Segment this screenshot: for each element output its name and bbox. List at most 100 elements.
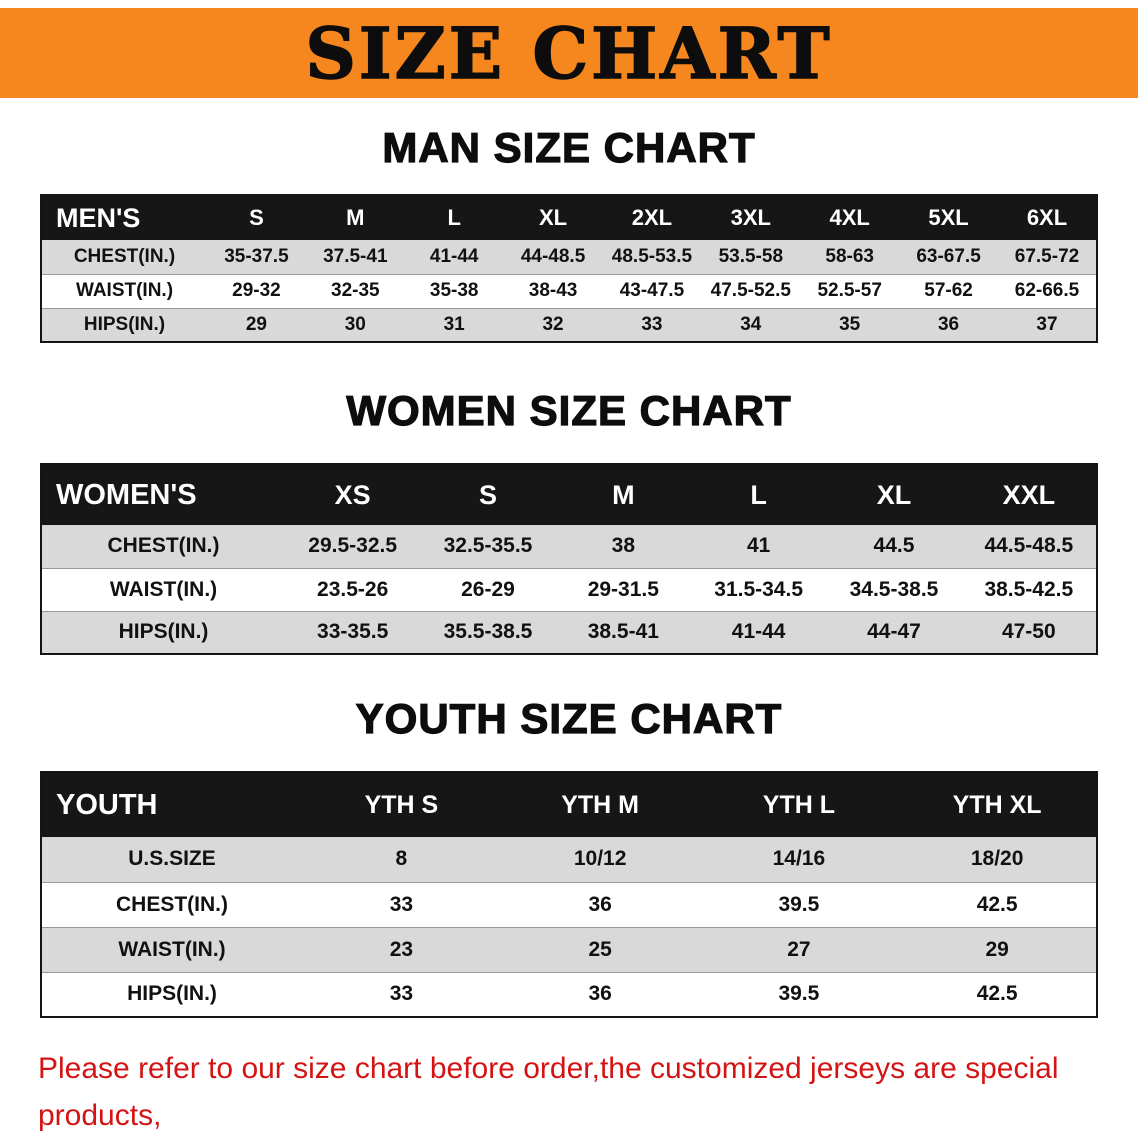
size-value-cell: 44-47 <box>867 620 921 644</box>
table-row: HIPS(IN.) 33-35.5 35.5-38.5 38.5-41 41-44 44-… <box>41 611 1097 654</box>
size-value-cell: 32-35 <box>331 280 380 301</box>
size-value-cell: 41 <box>746 534 771 558</box>
size-value-cell: 43-47.5 <box>619 280 685 301</box>
row-label: CHEST(IN.) <box>107 534 220 558</box>
size-value-cell: 36 <box>588 892 612 916</box>
size-column-header: XL <box>503 195 603 240</box>
table-header-row: WOMEN'S XS S M L XL XXL <box>41 464 1097 525</box>
size-column-header: 6XL <box>998 195 1097 240</box>
table-header-row: YOUTH YTH S YTH M YTH L YTH XL <box>41 772 1097 837</box>
size-value-cell: 25 <box>588 937 612 961</box>
size-value-cell: 34.5-38.5 <box>849 577 939 601</box>
size-value-cell: 47.5-52.5 <box>710 280 791 301</box>
size-value-cell: 33 <box>641 313 663 335</box>
size-value-cell: 32 <box>542 313 564 335</box>
size-value-cell: 42.5 <box>976 892 1018 916</box>
size-value-cell: 44-48.5 <box>520 245 586 267</box>
size-column-header: M <box>555 464 691 525</box>
size-column-header: XS <box>285 464 421 525</box>
size-value-cell: 29 <box>985 937 1009 961</box>
row-label: CHEST(IN.) <box>116 892 228 916</box>
row-label: WAIST(IN.) <box>75 280 174 301</box>
size-value-cell: 34 <box>740 313 762 335</box>
size-value-cell: 33-35.5 <box>317 620 389 644</box>
size-value-cell: 38-43 <box>528 280 578 301</box>
youth-size-section: YOUTH SIZE CHART YOUTH YTH S YTH M YTH L YTH… <box>0 655 1138 1018</box>
size-value-cell: 8 <box>395 847 408 871</box>
size-column-header: 5XL <box>899 195 998 240</box>
size-value-cell: 23 <box>389 937 414 961</box>
size-value-cell: 32.5-35.5 <box>443 534 533 558</box>
table-row: HIPS(IN.) 33 36 39.5 42.5 <box>41 972 1097 1017</box>
size-value-cell: 62-66.5 <box>1014 280 1080 301</box>
size-value-cell: 58-63 <box>825 245 874 267</box>
size-column-header: XXL <box>961 464 1097 525</box>
size-value-cell: 31 <box>443 313 465 335</box>
row-label: HIPS(IN.) <box>83 313 166 335</box>
size-column-header: 2XL <box>602 195 702 240</box>
size-value-cell: 30 <box>344 313 366 335</box>
man-size-section: MAN SIZE CHART MEN'S S M L XL 2XL 3XL 4XL 5XL 6XL… <box>0 98 1138 343</box>
women-size-heading: WOMEN SIZE CHART <box>346 386 792 434</box>
size-value-cell: 47-50 <box>1001 620 1056 644</box>
size-value-cell: 35-37.5 <box>224 245 289 267</box>
size-value-cell: 39.5 <box>778 982 820 1006</box>
men-size-table: MEN'S S M L XL 2XL 3XL 4XL 5XL 6XL CHEST(IN.) 35-37… <box>40 194 1098 343</box>
table-row: WAIST(IN.) 29-32 32-35 35-38 38-43 43-47.5 47.… <box>41 274 1097 308</box>
footer-note-line1: Please refer to our size chart before or… <box>38 1052 1059 1132</box>
table-header-row: MEN'S S M L XL 2XL 3XL 4XL 5XL 6XL <box>41 195 1097 240</box>
size-value-cell: 38.5-42.5 <box>984 577 1074 601</box>
size-value-cell: 36 <box>937 313 960 335</box>
row-label: U.S.SIZE <box>128 847 216 871</box>
size-column-header: XL <box>826 464 962 525</box>
page-title: SIZE CHART <box>305 11 833 96</box>
row-label: HIPS(IN.) <box>127 982 217 1006</box>
size-column-header: YTH S <box>302 772 501 837</box>
table-row: HIPS(IN.) 29 30 31 32 33 34 35 36 37 <box>41 308 1097 342</box>
size-value-cell: 35-38 <box>429 280 479 301</box>
size-column-header: M <box>305 195 405 240</box>
table-row: CHEST(IN.) 33 36 39.5 42.5 <box>41 882 1097 927</box>
row-label: CHEST(IN.) <box>73 245 176 267</box>
youth-size-heading: YOUTH SIZE CHART <box>355 694 783 742</box>
size-value-cell: 26-29 <box>461 577 515 601</box>
size-column-header: YTH L <box>699 772 899 837</box>
table-row: U.S.SIZE 8 10/12 14/16 18/20 <box>41 837 1097 882</box>
size-column-header: 4XL <box>800 195 900 240</box>
size-value-cell: 35.5-38.5 <box>443 620 533 644</box>
row-label: HIPS(IN.) <box>118 620 209 644</box>
footer-note: Please refer to our size chart before or… <box>38 1046 1108 1132</box>
size-value-cell: 35 <box>839 313 861 335</box>
size-value-cell: 63-67.5 <box>916 245 981 267</box>
size-value-cell: 44.5 <box>873 534 915 558</box>
size-value-cell: 41-44 <box>429 245 479 267</box>
size-value-cell: 52.5-57 <box>817 280 882 301</box>
table-title-cell: MEN'S <box>41 195 207 240</box>
size-column-header: 3XL <box>701 195 801 240</box>
size-value-cell: 53.5-58 <box>718 245 784 267</box>
size-value-cell: 37.5-41 <box>323 245 388 267</box>
size-value-cell: 38 <box>611 534 635 558</box>
youth-size-table: YOUTH YTH S YTH M YTH L YTH XL U.S.SIZE 8 10/12… <box>40 771 1098 1018</box>
table-row: CHEST(IN.) 29.5-32.5 32.5-35.5 38 41 44.5 44.5… <box>41 525 1097 568</box>
row-label: WAIST(IN.) <box>118 937 226 961</box>
size-value-cell: 41-44 <box>731 620 786 644</box>
size-value-cell: 37 <box>1036 313 1058 335</box>
man-size-heading: MAN SIZE CHART <box>382 123 756 171</box>
table-row: CHEST(IN.) 35-37.5 37.5-41 41-44 44-48.5 48.5… <box>41 240 1097 274</box>
size-value-cell: 36 <box>588 982 612 1006</box>
size-value-cell: 42.5 <box>976 982 1018 1006</box>
size-value-cell: 39.5 <box>778 892 820 916</box>
size-column-header: YTH XL <box>898 772 1097 837</box>
table-row: WAIST(IN.) 23.5-26 26-29 29-31.5 31.5-34.5 34… <box>41 568 1097 611</box>
row-label: WAIST(IN.) <box>109 577 218 601</box>
size-value-cell: 57-62 <box>924 280 973 301</box>
banner: SIZE CHART <box>0 8 1138 98</box>
size-value-cell: 29.5-32.5 <box>308 534 398 558</box>
size-value-cell: 33 <box>389 982 414 1006</box>
table-title-cell: WOMEN'S <box>41 464 285 525</box>
size-value-cell: 31.5-34.5 <box>714 577 804 601</box>
size-value-cell: 10/12 <box>573 847 627 871</box>
size-column-header: L <box>404 195 504 240</box>
size-value-cell: 29-32 <box>232 280 281 301</box>
